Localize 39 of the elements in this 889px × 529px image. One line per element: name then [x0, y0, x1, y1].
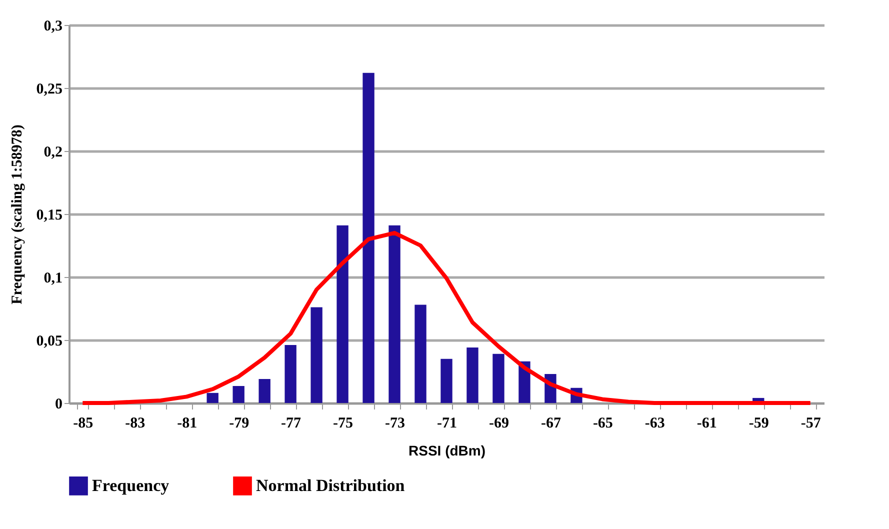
legend-label: Frequency — [92, 476, 170, 495]
bar — [284, 345, 296, 403]
bar — [466, 348, 478, 403]
x-tick-label: -71 — [437, 416, 457, 432]
bar — [414, 304, 426, 403]
x-tick-label: -59 — [748, 416, 769, 432]
x-tick-label: -61 — [696, 416, 717, 432]
bar — [258, 379, 270, 403]
x-tick-label: -83 — [125, 416, 146, 432]
x-tick-label: -65 — [592, 416, 613, 432]
x-tick-label: -77 — [281, 416, 302, 432]
bar — [336, 225, 348, 403]
legend-label: Normal Distribution — [256, 476, 406, 495]
bar — [206, 392, 218, 403]
y-tick-label: 0 — [55, 396, 62, 412]
bar — [492, 354, 504, 403]
x-axis-title: RSSI (dBm) — [408, 442, 486, 458]
x-tick-label: -81 — [177, 416, 198, 432]
y-tick-label: 0,05 — [36, 334, 62, 350]
bar — [388, 225, 400, 403]
bar — [310, 307, 322, 403]
x-tick-label: -79 — [229, 416, 250, 432]
y-axis-title: Frequency (scaling 1:58978) — [9, 124, 26, 304]
y-tick-label: 0,15 — [36, 208, 62, 224]
y-tick-label: 0,2 — [44, 144, 62, 160]
bar — [232, 386, 244, 403]
x-tick-label: -85 — [73, 416, 94, 432]
bar — [440, 358, 452, 403]
line-series — [80, 230, 812, 405]
x-tick-label: -73 — [385, 416, 406, 432]
x-tick-label: -69 — [488, 416, 509, 432]
bar — [362, 72, 374, 403]
y-tick-label: 0,1 — [44, 270, 62, 286]
x-tick-label: -57 — [800, 416, 822, 432]
y-tick-label: 0,25 — [36, 82, 62, 98]
y-tick-label: 0,3 — [44, 18, 62, 34]
x-tick-label: -67 — [540, 416, 562, 432]
x-tick-label: -75 — [333, 416, 354, 432]
x-tick-label: -63 — [644, 416, 665, 432]
